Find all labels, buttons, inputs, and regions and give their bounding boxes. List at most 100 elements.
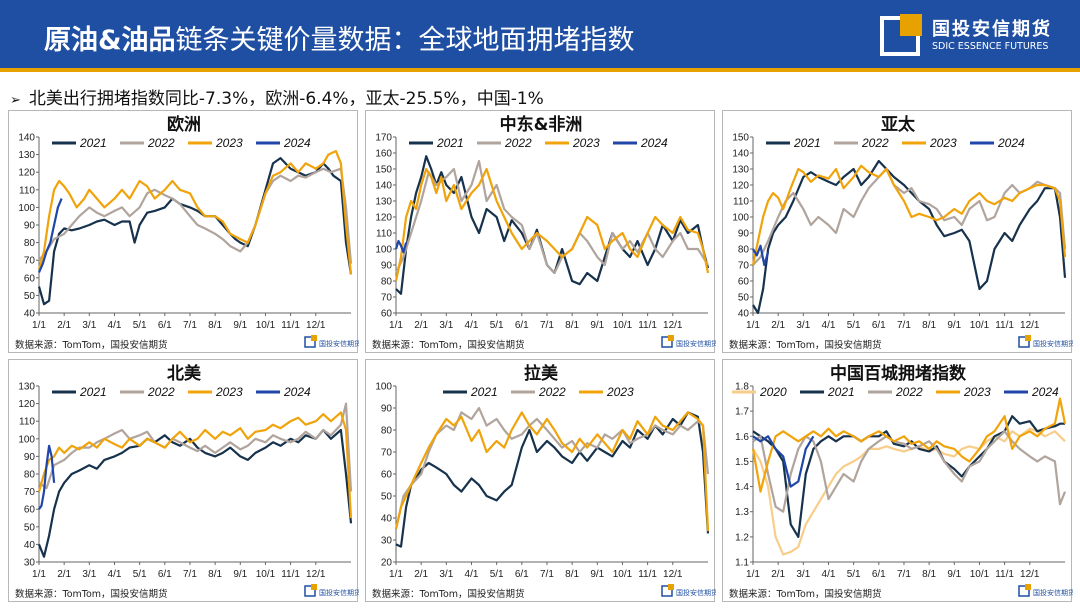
y-tick-label: 110 — [376, 229, 392, 240]
legend-label: 2023 — [572, 136, 600, 150]
y-tick-label: 140 — [375, 181, 392, 192]
y-tick-label: 60 — [24, 273, 36, 284]
legend-label: 2021 — [436, 136, 464, 150]
chart-svg: 60 70 80 90 100 110 120 130 140 150 160 170 1/1 2/1 3/… — [372, 114, 716, 351]
x-tick-label: 1/1 — [389, 569, 403, 580]
chart-svg: 20 30 40 50 60 70 80 90 100 1/1 2/1 3/1 4/1 5/1 6/1 7/1… — [372, 363, 716, 600]
chart-panel-mea: 60 70 80 90 100 110 120 130 140 150 160 170 1/1 2/1 3/… — [365, 110, 716, 353]
mini-logo-accent — [668, 335, 674, 341]
series-line-2024 — [752, 244, 770, 267]
legend-label: 2022 — [504, 136, 532, 150]
chart-svg: 40 50 60 70 80 90 100 110 120 130 140 150 1/1 2/1 3/1 4… — [729, 114, 1073, 351]
mini-logo-text: 国投安信期货 — [319, 588, 359, 597]
x-tick-label: 3/1 — [796, 569, 810, 580]
y-tick-label: 30 — [24, 558, 36, 569]
series-line-2023 — [37, 411, 353, 519]
y-tick-label: 100 — [375, 245, 392, 256]
y-tick-label: 20 — [381, 558, 393, 569]
y-tick-label: 160 — [375, 149, 392, 160]
mini-logo-text: 国投安信期货 — [1033, 588, 1073, 597]
logo-mark-icon — [880, 14, 922, 56]
source-note: 数据来源：TomTom，国投安信期货 — [15, 588, 168, 600]
x-tick-label: 8/1 — [208, 569, 222, 580]
x-tick-label: 11/1 — [638, 569, 657, 580]
x-tick-label: 10/1 — [256, 320, 276, 331]
header-bar: 原油&油品链条关键价量数据：全球地面拥堵指数 国投安信期货 SDIC ESSEN… — [0, 0, 1080, 72]
legend-label: 2022 — [147, 136, 175, 150]
series-line-2021 — [752, 159, 1067, 315]
y-tick-label: 50 — [381, 492, 393, 503]
x-tick-label: 5/1 — [133, 569, 147, 580]
y-tick-label: 50 — [24, 291, 36, 302]
y-tick-label: 60 — [738, 277, 750, 288]
x-tick-label: 6/1 — [872, 320, 886, 331]
chart-panel-europe: 40 50 60 70 80 90 100 110 120 130 140 1/1 2/1 3/1 4/1 5… — [8, 110, 359, 353]
y-tick-label: 1.6 — [735, 432, 749, 443]
page-title-rest: 链条关键价量数据：全球地面拥堵指数 — [175, 25, 635, 56]
y-tick-label: 70 — [24, 487, 36, 498]
y-tick-label: 80 — [381, 277, 393, 288]
legend-label: 2022 — [538, 385, 566, 399]
page-title-bold: 原油&油品 — [44, 25, 176, 56]
x-tick-label: 12/1 — [306, 320, 326, 331]
chart-panel-china: 1.1 1.2 1.3 1.4 1.5 1.6 1.7 1.8 1/1 2/1 3/1 4/1 5/1 6… — [722, 359, 1073, 602]
x-tick-label: 3/1 — [796, 320, 810, 331]
x-tick-label: 8/1 — [565, 320, 579, 331]
x-tick-label: 11/1 — [281, 569, 300, 580]
x-tick-label: 3/1 — [439, 569, 453, 580]
x-tick-label: 12/1 — [663, 569, 683, 580]
legend-label: 2022 — [147, 385, 175, 399]
logo-cn-text: 国投安信期货 — [932, 19, 1052, 40]
summary-line: ➢ 北美出行拥堵指数同比-7.3%，欧洲-6.4%，亚太-25.5%，中国-1% — [10, 84, 544, 109]
chart-title: 欧洲 — [167, 114, 201, 135]
mini-logo-icon — [304, 336, 316, 348]
y-tick-label: 1.3 — [735, 507, 749, 518]
source-note: 数据来源：TomTom，国投安信期货 — [729, 339, 882, 351]
mini-logo-accent — [668, 584, 674, 590]
legend-label: 2023 — [963, 385, 991, 399]
legend-label: 2022 — [895, 385, 923, 399]
y-tick-label: 80 — [738, 245, 750, 256]
x-tick-label: 2/1 — [414, 569, 428, 580]
x-tick-label: 3/1 — [439, 320, 453, 331]
y-tick-label: 140 — [732, 149, 749, 160]
summary-text: 北美出行拥堵指数同比-7.3%，欧洲-6.4%，亚太-25.5%，中国-1% — [28, 89, 544, 109]
y-tick-label: 130 — [375, 197, 392, 208]
y-tick-label: 60 — [381, 470, 393, 481]
chart-panel-latam: 20 30 40 50 60 70 80 90 100 1/1 2/1 3/1 4/1 5/1 6/1 7/1… — [365, 359, 716, 602]
x-tick-label: 6/1 — [515, 320, 529, 331]
y-tick-label: 60 — [381, 309, 393, 320]
y-tick-label: 50 — [24, 522, 36, 533]
mini-logo-accent — [1025, 335, 1031, 341]
y-tick-label: 110 — [733, 197, 749, 208]
y-tick-label: 90 — [738, 229, 750, 240]
x-tick-label: 4/1 — [822, 320, 836, 331]
legend-label: 2021 — [827, 385, 855, 399]
x-tick-label: 2/1 — [771, 569, 785, 580]
x-tick-label: 1/1 — [389, 320, 403, 331]
y-tick-label: 80 — [24, 238, 36, 249]
series-line-2022 — [752, 430, 1067, 513]
x-tick-label: 2/1 — [414, 320, 428, 331]
x-tick-label: 1/1 — [746, 569, 760, 580]
x-tick-label: 3/1 — [82, 569, 96, 580]
x-tick-label: 1/1 — [32, 569, 46, 580]
source-note: 数据来源：TomTom，国投安信期货 — [372, 339, 525, 351]
mini-logo-text: 国投安信期货 — [319, 339, 359, 348]
y-tick-label: 70 — [381, 293, 393, 304]
x-tick-label: 10/1 — [970, 320, 990, 331]
x-tick-label: 9/1 — [590, 569, 604, 580]
legend-label: 2024 — [283, 385, 311, 399]
y-tick-label: 1.5 — [735, 457, 749, 468]
x-tick-label: 2/1 — [57, 569, 71, 580]
y-tick-label: 90 — [24, 221, 36, 232]
mini-logo-accent — [311, 584, 317, 590]
y-tick-label: 70 — [381, 448, 393, 459]
chart-svg: 40 50 60 70 80 90 100 110 120 130 140 1/1 2/1 3/1 4/1 5… — [15, 114, 359, 351]
y-tick-label: 90 — [381, 261, 393, 272]
chart-panel-north-america: 30 40 50 60 70 80 90 100 110 120 130 1/1 2/1 3/1 4/1 5/… — [8, 359, 359, 602]
x-tick-label: 2/1 — [771, 320, 785, 331]
chart-title: 中东&非洲 — [500, 114, 583, 135]
y-tick-label: 70 — [24, 256, 36, 267]
x-tick-label: 6/1 — [872, 569, 886, 580]
